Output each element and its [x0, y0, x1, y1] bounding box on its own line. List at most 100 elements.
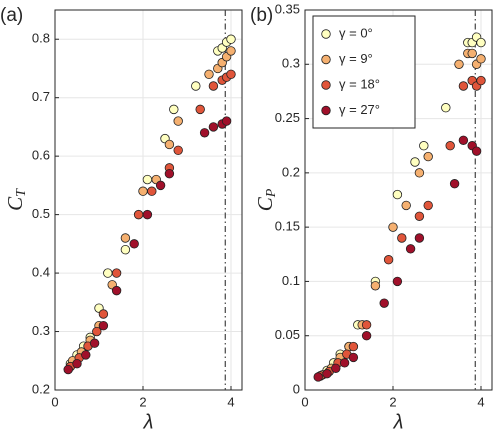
y-tick-label: 0.4 [32, 265, 50, 280]
y-axis-label-main: C [253, 196, 277, 211]
x-tick-label: 0 [51, 394, 58, 409]
data-point [392, 189, 403, 200]
data-point [173, 116, 183, 126]
data-point [423, 151, 433, 162]
data-point [191, 81, 201, 91]
legend-marker [321, 29, 331, 39]
data-point [164, 168, 175, 179]
data-point [392, 276, 403, 287]
data-point [322, 369, 332, 379]
x-tick-label: 4 [227, 394, 234, 409]
data-point [195, 104, 205, 115]
data-point [405, 244, 416, 254]
legend: γ = 0° γ = 9° γ = 18° γ = 27° [312, 15, 416, 129]
data-point [208, 122, 219, 132]
data-point [370, 281, 381, 291]
data-point [348, 352, 359, 363]
y-axis-label: CT [3, 188, 29, 211]
data-point [89, 338, 100, 348]
x-tick-label: 4 [477, 394, 484, 409]
y-tick-label: 0 [293, 381, 300, 396]
data-point [467, 48, 477, 59]
data-point [471, 146, 482, 156]
data-point [410, 157, 420, 167]
data-point [208, 81, 219, 91]
data-point [98, 320, 109, 331]
data-point [129, 239, 139, 249]
data-point [111, 285, 122, 296]
data-point [476, 75, 486, 86]
legend-label: γ = 18° [339, 76, 380, 91]
data-point [401, 200, 411, 211]
panel-label: (b) [250, 5, 273, 26]
x-tick-label: 2 [389, 394, 396, 409]
data-point [103, 268, 113, 278]
data-point [226, 46, 236, 56]
data-point [361, 320, 372, 330]
data-point [331, 363, 341, 373]
data-point [147, 186, 157, 196]
data-point [458, 81, 469, 91]
data-point [221, 116, 232, 126]
legend-label: γ = 27° [339, 102, 380, 117]
y-tick-label: 0.2 [282, 164, 300, 179]
y-axis-label-sub: T [14, 188, 29, 197]
data-point [379, 298, 389, 308]
data-point [414, 233, 425, 243]
data-point [226, 69, 236, 80]
data-point [339, 358, 350, 368]
data-point [348, 341, 359, 352]
data-point [476, 37, 486, 48]
data-point [313, 372, 323, 382]
data-point [169, 104, 179, 115]
data-point [445, 141, 455, 151]
data-point [441, 103, 451, 113]
data-point [138, 186, 148, 196]
data-point [92, 326, 102, 337]
data-point [226, 34, 236, 44]
y-tick-label: 0.2 [32, 381, 50, 396]
data-point [383, 255, 394, 265]
y-tick-label: 0.5 [32, 206, 50, 221]
x-tick-label: 2 [139, 394, 146, 409]
data-point [414, 168, 425, 178]
y-tick-label: 0.15 [275, 219, 300, 234]
y-tick-label: 0.7 [32, 89, 50, 104]
data-point [155, 180, 166, 191]
y-tick-label: 0.1 [282, 273, 300, 288]
legend-marker [321, 54, 331, 65]
data-point [397, 233, 407, 243]
data-point [164, 139, 175, 150]
y-axis-label-sub: P [264, 188, 279, 198]
data-point [458, 135, 469, 145]
data-point [120, 244, 131, 255]
legend-label: γ = 9° [339, 51, 373, 66]
y-tick-label: 0.8 [32, 31, 50, 46]
legend-marker [321, 105, 331, 116]
data-point [423, 200, 433, 211]
y-tick-label: 0.3 [282, 56, 300, 71]
x-tick-label: 0 [301, 394, 308, 409]
data-point [361, 331, 372, 341]
axes-frame [304, 9, 493, 391]
y-tick-label: 0.05 [275, 327, 300, 342]
panel-label: (a) [0, 5, 23, 26]
data-point [454, 59, 464, 69]
legend-label: γ = 0° [339, 25, 373, 40]
y-axis-label: CP [253, 188, 279, 211]
data-point [449, 179, 460, 189]
x-axis-label: λ [393, 411, 404, 433]
data-point [414, 211, 425, 221]
data-point [98, 309, 109, 319]
data-point [173, 145, 183, 156]
data-point [204, 69, 214, 80]
panel: 0.2 0.3 0.4 0.5 0.6 0.7 0.8 0 2 4 (a) λ CT [0, 5, 243, 433]
y-tick-label: 0.25 [275, 110, 300, 125]
data-point [111, 268, 122, 278]
axes-frame [54, 9, 243, 391]
legend-marker [321, 80, 331, 90]
x-axis-label: λ [143, 411, 154, 433]
data-point [476, 54, 486, 64]
